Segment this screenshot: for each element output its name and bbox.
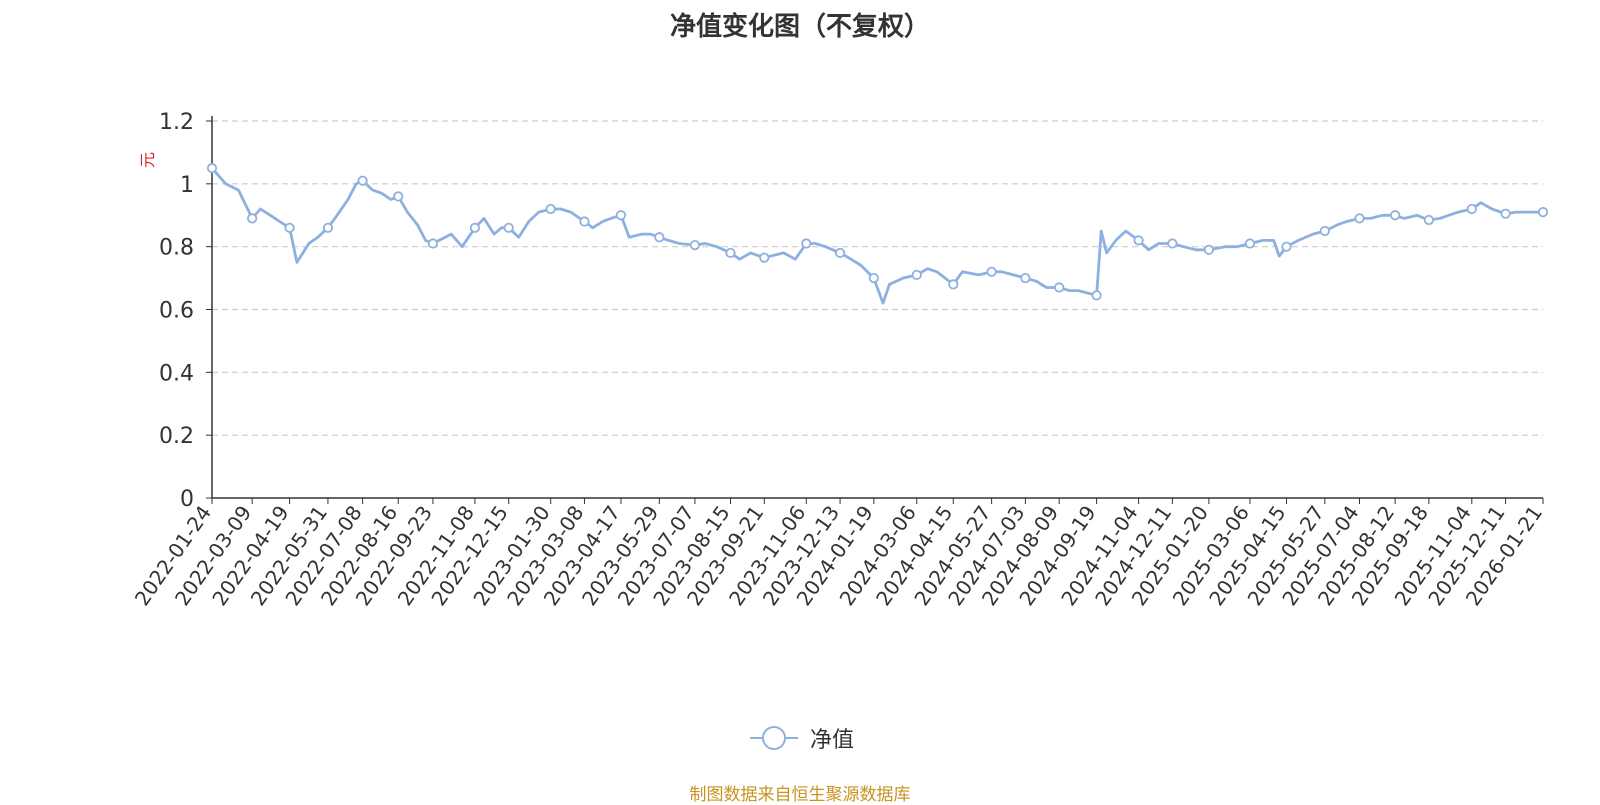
data-point-marker (1423, 214, 1434, 226)
legend-line-icon (750, 726, 798, 750)
data-point-marker (1354, 213, 1365, 224)
y-axis-label: 元 (138, 152, 157, 168)
y-tick-label: 1.2 (159, 110, 194, 135)
data-point-marker (654, 232, 665, 243)
data-point-marker (689, 239, 701, 251)
data-source-note: 制图数据来自恒生聚源数据库 (689, 785, 911, 805)
data-point-marker (725, 247, 736, 259)
axes: 00.20.40.60.811.22022-01-242022-03-09202… (130, 110, 1547, 610)
data-point-marker (1203, 244, 1214, 255)
data-point-marker (427, 238, 439, 249)
data-point-marker (868, 272, 879, 284)
data-point-marker (247, 213, 258, 224)
data-point-marker (1537, 207, 1549, 218)
chart-title: 净值变化图（不复权） (669, 12, 930, 42)
legend-label: 净值 (810, 728, 855, 753)
data-point-marker (911, 269, 922, 281)
y-tick-label: 0.2 (159, 424, 194, 449)
y-tick-label: 0.4 (159, 361, 194, 386)
data-point-marker (986, 266, 997, 277)
data-point-marker (579, 216, 590, 227)
data-point-marker (615, 210, 627, 221)
data-point-marker (834, 247, 846, 259)
data-point-marker (357, 175, 368, 186)
y-tick-label: 1 (180, 173, 194, 198)
data-point-marker (1133, 235, 1144, 246)
legend[interactable]: 净值 (748, 722, 854, 754)
data-point-marker (1054, 282, 1065, 293)
data-point-marker (948, 279, 959, 290)
data-point-marker (284, 222, 295, 233)
data-point-marker (1319, 225, 1330, 237)
data-point-marker (322, 222, 334, 233)
data-point-marker (1244, 238, 1256, 249)
data-point-marker (1390, 210, 1401, 221)
y-tick-label: 0.6 (159, 299, 194, 324)
data-point-marker (1091, 290, 1102, 301)
y-tick-label: 0 (180, 487, 194, 512)
data-point-marker (801, 238, 812, 249)
y-tick-label: 0.8 (159, 236, 194, 261)
series-layer (206, 163, 1549, 305)
data-point-marker (1500, 208, 1511, 219)
data-point-marker (1466, 203, 1477, 215)
data-point-marker (206, 163, 218, 174)
data-point-marker (1167, 238, 1178, 249)
series-line-nav (210, 167, 1543, 305)
data-point-marker (503, 222, 514, 233)
data-point-marker (469, 222, 481, 233)
data-point-marker (393, 191, 404, 202)
data-point-marker (1281, 241, 1292, 252)
data-point-marker (1020, 272, 1031, 284)
data-point-marker (759, 252, 770, 263)
data-point-marker (545, 203, 556, 215)
